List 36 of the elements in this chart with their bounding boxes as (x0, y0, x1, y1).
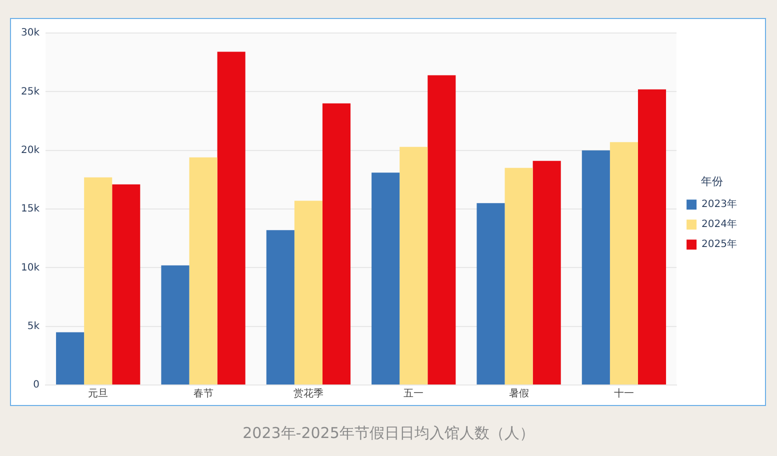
y-tick-label: 5k (27, 320, 40, 332)
bar (112, 184, 140, 384)
bar (266, 230, 294, 384)
bar (217, 52, 246, 384)
x-tick-label: 赏花季 (293, 388, 324, 400)
bar (532, 160, 561, 384)
text: 2023年-2025年节假日日均入馆人数（人） (242, 424, 536, 443)
legend-title: 年份 (700, 174, 723, 188)
x-tick-label: 元旦 (88, 388, 108, 400)
legend-label: 2025年 (702, 238, 738, 250)
bar (161, 265, 190, 384)
legend-label: 2024年 (702, 218, 738, 230)
y-tick-label: 25k (21, 86, 40, 98)
legend-label: 2023年 (702, 198, 738, 210)
bar (189, 157, 218, 384)
y-tick-label: 15k (21, 204, 40, 215)
y-tick-label: 0 (33, 380, 40, 391)
y-tick-label: 30k (21, 28, 40, 39)
x-tick-label: 五一 (404, 388, 424, 400)
y-tick-label: 10k (21, 262, 40, 274)
bar (638, 89, 666, 384)
bar (294, 200, 322, 384)
bar (56, 332, 84, 384)
bar (84, 177, 112, 384)
bar (476, 203, 505, 384)
bar (400, 146, 428, 384)
y-tick-label: 20k (21, 144, 40, 156)
x-tick-label: 十一 (614, 388, 634, 400)
x-tick-label: 春节 (193, 388, 214, 400)
bar (610, 142, 638, 384)
bar (428, 75, 456, 384)
bar (504, 168, 533, 384)
bar (372, 172, 400, 384)
x-tick-label: 暑假 (508, 388, 529, 400)
bar (582, 150, 610, 384)
bar (322, 103, 351, 384)
